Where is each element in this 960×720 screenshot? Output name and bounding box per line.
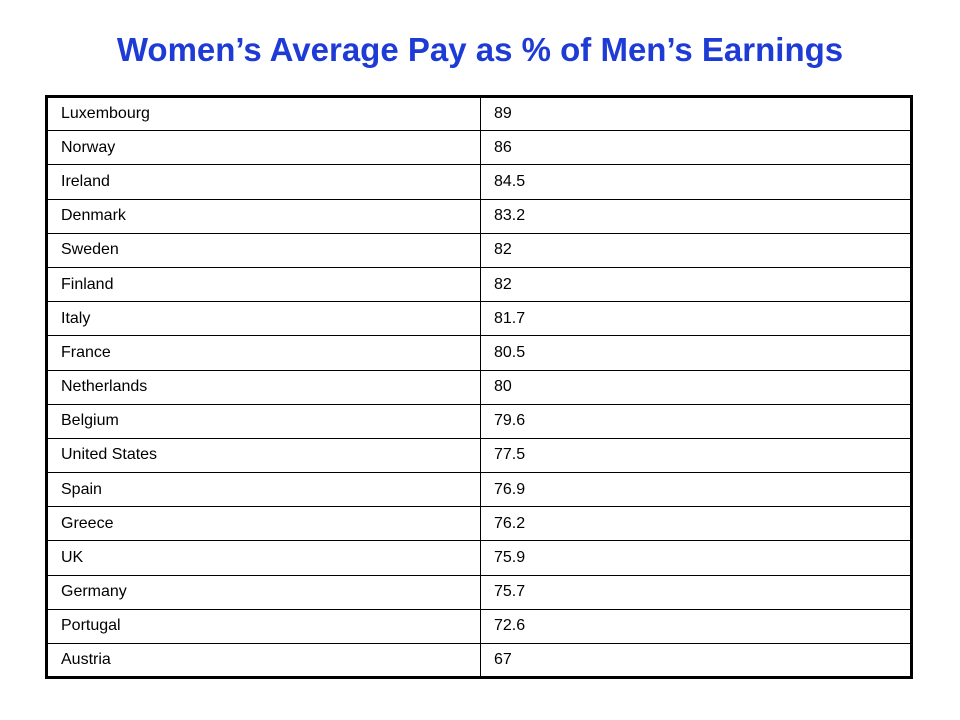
table-row: Austria 67 [46, 642, 912, 679]
country-cell: Austria [46, 642, 481, 679]
country-cell: Greece [46, 506, 481, 542]
country-cell: Finland [46, 266, 481, 303]
value-cell: 79.6 [480, 403, 912, 439]
value-cell: 75.7 [480, 574, 912, 610]
table-row: Spain 76.9 [46, 472, 912, 508]
country-cell: Belgium [46, 403, 481, 439]
table-row: Norway 86 [46, 130, 912, 166]
value-cell: 80 [480, 369, 912, 405]
table-row: Netherlands 80 [46, 369, 912, 405]
pay-table: Luxembourg 89 Norway 86 Ireland 84.5 Denmark 83… [45, 95, 913, 680]
table-row: United States 77.5 [46, 437, 912, 474]
table-row: Finland 82 [46, 266, 912, 303]
table-row: UK 75.9 [46, 540, 912, 576]
value-cell: 86 [480, 130, 912, 166]
value-cell: 72.6 [480, 608, 912, 645]
value-cell: 82 [480, 232, 912, 268]
table-row: Belgium 79.6 [46, 403, 912, 439]
table-row: Denmark 83.2 [46, 198, 912, 234]
country-cell: Norway [46, 130, 481, 166]
table-row: Italy 81.7 [46, 301, 912, 337]
value-cell: 81.7 [480, 301, 912, 337]
value-cell: 75.9 [480, 540, 912, 576]
value-cell: 83.2 [480, 198, 912, 234]
country-cell: United States [46, 437, 481, 474]
table-row: Sweden 82 [46, 232, 912, 268]
country-cell: Spain [46, 472, 481, 508]
value-cell: 67 [480, 642, 912, 679]
table-row: Germany 75.7 [46, 574, 912, 610]
country-cell: Portugal [46, 608, 481, 645]
country-cell: Denmark [46, 198, 481, 234]
country-cell: France [46, 335, 481, 371]
country-cell: UK [46, 540, 481, 576]
table-row: Ireland 84.5 [46, 164, 912, 200]
country-cell: Germany [46, 574, 481, 610]
country-cell: Netherlands [46, 369, 481, 405]
value-cell: 82 [480, 266, 912, 303]
country-cell: Italy [46, 301, 481, 337]
value-cell: 77.5 [480, 437, 912, 474]
value-cell: 80.5 [480, 335, 912, 371]
country-cell: Sweden [46, 232, 481, 268]
value-cell: 76.2 [480, 506, 912, 542]
table-row: Portugal 72.6 [46, 608, 912, 645]
table-row: France 80.5 [46, 335, 912, 371]
value-cell: 84.5 [480, 164, 912, 200]
table-body: Luxembourg 89 Norway 86 Ireland 84.5 Denmark 83… [46, 95, 912, 679]
table-row: Greece 76.2 [46, 506, 912, 542]
page-title: Women’s Average Pay as % of Men’s Earnin… [116, 31, 844, 68]
country-cell: Luxembourg [46, 95, 481, 132]
table-row: Luxembourg 89 [46, 95, 912, 132]
value-cell: 89 [480, 95, 912, 132]
country-cell: Ireland [46, 164, 481, 200]
value-cell: 76.9 [480, 472, 912, 508]
